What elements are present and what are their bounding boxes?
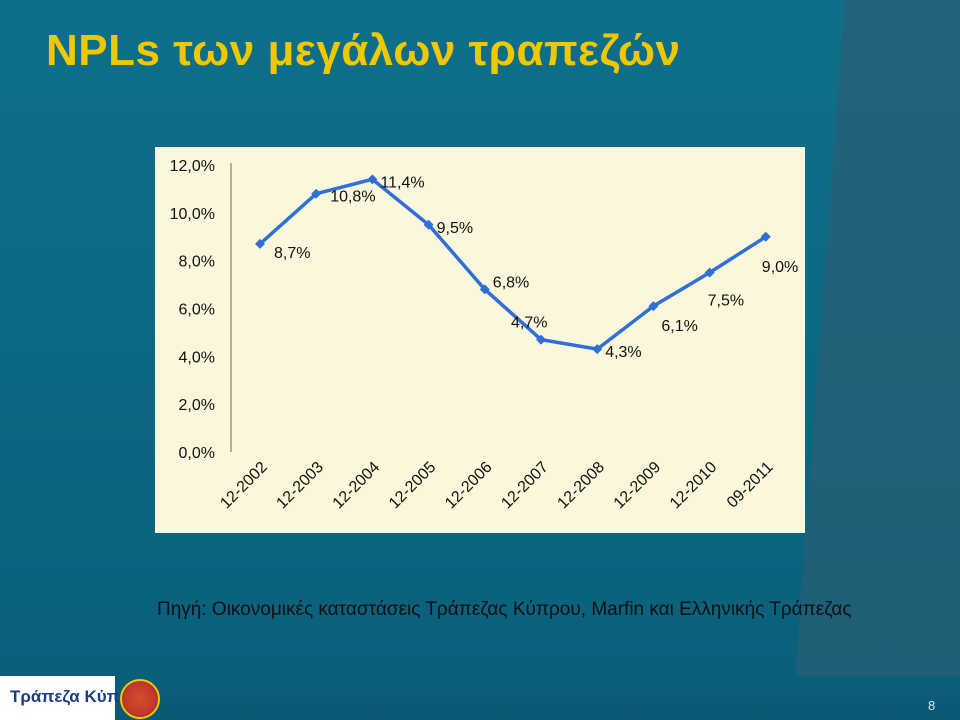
marker-group [255,174,771,355]
data-point-marker [704,267,715,278]
data-point-marker [536,334,546,345]
y-tick-label: 6,0% [179,302,215,319]
data-label: 4,3% [605,344,641,361]
data-point-marker [760,231,771,242]
data-label-group: 8,7% 10,8% 11,4% 9,5% 6,8% 4,7% 4,3% 6,1% 7,5% 9,… [274,174,798,361]
x-tick-label: 12-2008 [554,459,608,513]
x-tick-group: 12-2002 12-2003 12-2004 12-2005 12-2006 12-20… [217,459,776,513]
y-tick-label: 2,0% [179,397,215,414]
x-tick-label: 12-2003 [273,459,327,513]
data-label: 4,7% [511,315,547,332]
x-tick-label: 12-2004 [330,459,384,513]
y-tick-label: 8,0% [179,254,215,271]
bank-logo-box [0,676,115,720]
y-tick-label: 10,0% [170,206,215,223]
series-line [258,177,767,352]
bank-seal-icon [120,679,160,719]
x-tick-label: 12-2009 [611,459,665,513]
data-point-marker [423,219,434,230]
x-tick-label: 12-2002 [217,459,271,513]
x-tick-label: 12-2007 [498,459,552,513]
data-label: 11,4% [380,174,424,191]
x-tick-label: 12-2005 [386,459,440,513]
data-point-marker [648,301,659,312]
slide-title: NPLs των μεγάλων τραπεζών [46,26,681,75]
data-point-marker [592,344,603,355]
footer-bar [0,676,960,720]
page-number: 8 [928,698,936,713]
y-tick-group: 0,0% 2,0% 4,0% 6,0% 8,0% 10,0% 12,0% [170,158,215,462]
data-label: 7,5% [708,293,744,310]
y-tick-label: 0,0% [179,445,215,462]
chart-panel [155,147,805,533]
y-tick-label: 12,0% [170,158,215,175]
x-tick-label: 09-2011 [724,459,777,512]
x-tick-label: 12-2010 [667,459,721,513]
data-point-marker [255,238,265,249]
y-tick-label: 4,0% [179,349,215,366]
data-point-marker [311,188,322,199]
data-label: 6,1% [661,318,697,335]
data-label: 9,0% [762,259,798,276]
data-label: 8,7% [274,245,310,262]
bank-logo-text: Τράπεζα Κύπρου [10,687,151,706]
data-label: 9,5% [437,220,473,237]
x-tick-label: 12-2006 [442,459,496,513]
data-label: 10,8% [330,189,375,206]
data-point-marker [479,284,490,295]
data-label: 6,8% [493,274,529,291]
data-point-marker [367,174,378,185]
source-note: Πηγή: Οικονομικές καταστάσεις Τράπεζας Κ… [157,599,852,620]
